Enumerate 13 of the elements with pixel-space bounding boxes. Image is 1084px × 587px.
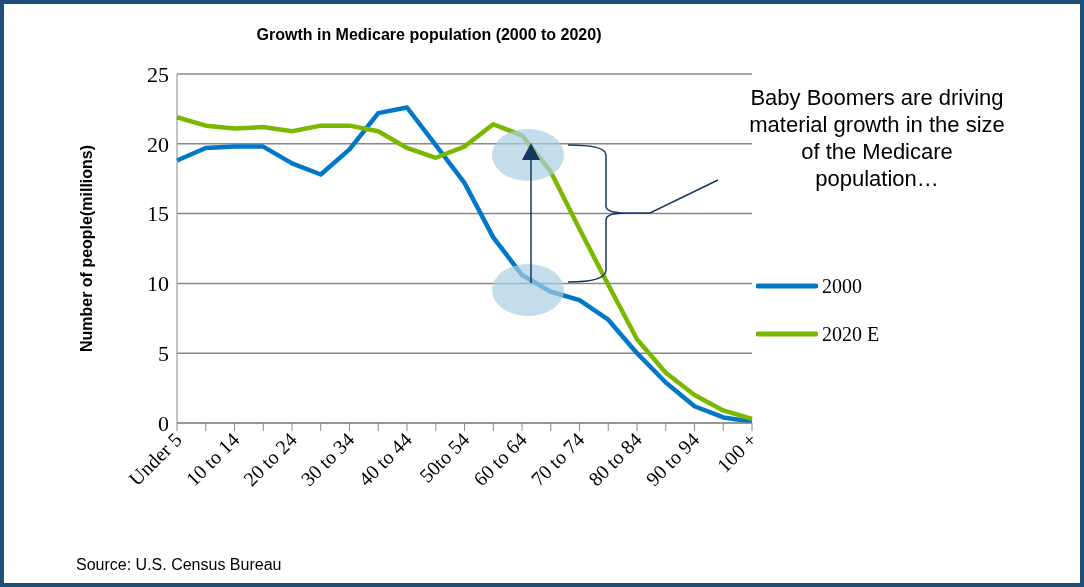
- legend-label: 2000: [822, 274, 862, 298]
- y-tick-label: 20: [147, 131, 169, 157]
- y-tick-label: 15: [147, 201, 169, 227]
- y-tick-label: 0: [158, 410, 169, 436]
- y-tick-label: 5: [158, 341, 169, 367]
- x-tick-label: 100 +: [712, 428, 761, 477]
- y-axis-title: Number of people(millions): [77, 144, 95, 353]
- chart-title: Growth in Medicare population (2000 to 2020): [255, 26, 603, 44]
- y-tick-label: 10: [147, 271, 169, 297]
- source-note: Source: U.S. Census Bureau: [76, 556, 282, 574]
- annotation: Baby Boomers are driving material growth in the size of the Medicare population…: [748, 84, 1006, 192]
- legend-label: 2020 E: [822, 322, 880, 346]
- y-tick-label: 25: [147, 61, 169, 87]
